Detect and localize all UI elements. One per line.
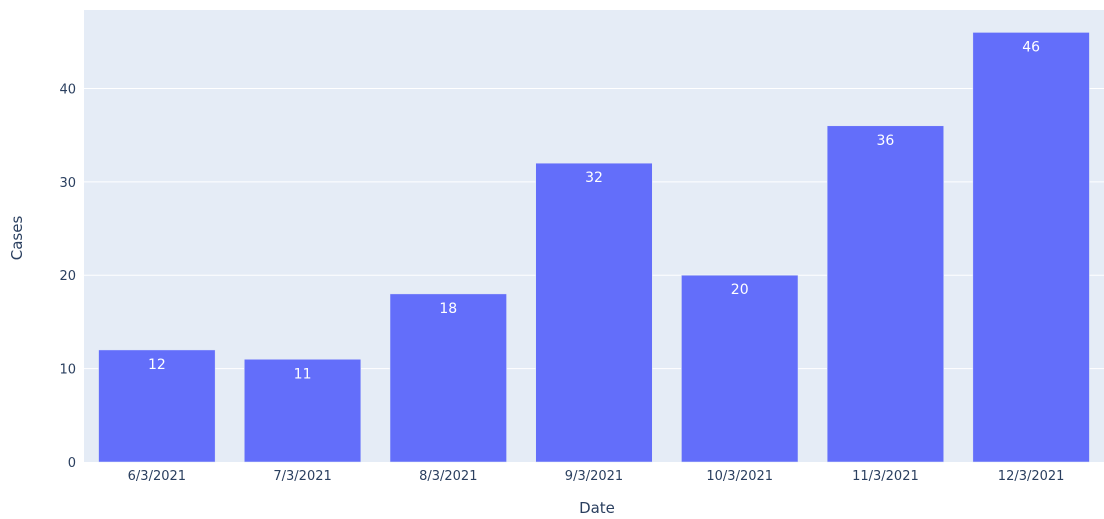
x-tick-label: 11/3/2021 [852, 469, 919, 484]
bar-value-label: 11 [294, 366, 312, 382]
x-tick-label: 10/3/2021 [706, 469, 773, 484]
bar[interactable] [535, 162, 653, 463]
x-tick-label: 8/3/2021 [419, 469, 477, 484]
bar-value-label: 46 [1022, 39, 1040, 55]
y-axis-ticks: 0 10 20 30 40 [59, 82, 76, 471]
y-tick-label: 0 [68, 456, 76, 471]
x-tick-label: 9/3/2021 [565, 469, 623, 484]
bars [98, 32, 1090, 463]
bar[interactable] [98, 349, 216, 463]
bar-value-label: 32 [585, 170, 603, 186]
bar-labels: 12 11 18 32 20 36 46 [148, 39, 1040, 382]
y-axis-title: Cases [8, 216, 26, 261]
x-axis-ticks: 6/3/2021 7/3/2021 8/3/2021 9/3/2021 10/3/202… [128, 469, 1065, 484]
bar[interactable] [826, 125, 944, 463]
bar[interactable] [389, 293, 507, 463]
y-tick-label: 40 [59, 82, 76, 97]
x-tick-label: 6/3/2021 [128, 469, 186, 484]
bar-value-label: 36 [877, 133, 895, 149]
y-tick-label: 20 [59, 269, 76, 284]
x-axis-title: Date [579, 499, 615, 517]
bar-value-label: 18 [439, 301, 457, 317]
bar[interactable] [681, 274, 799, 463]
bar[interactable] [972, 32, 1090, 463]
x-tick-label: 12/3/2021 [998, 469, 1065, 484]
bar-value-label: 12 [148, 357, 166, 373]
y-tick-label: 10 [59, 363, 76, 378]
bar-value-label: 20 [731, 282, 749, 298]
y-tick-label: 30 [59, 176, 76, 191]
x-tick-label: 7/3/2021 [273, 469, 331, 484]
bar[interactable] [244, 359, 362, 463]
